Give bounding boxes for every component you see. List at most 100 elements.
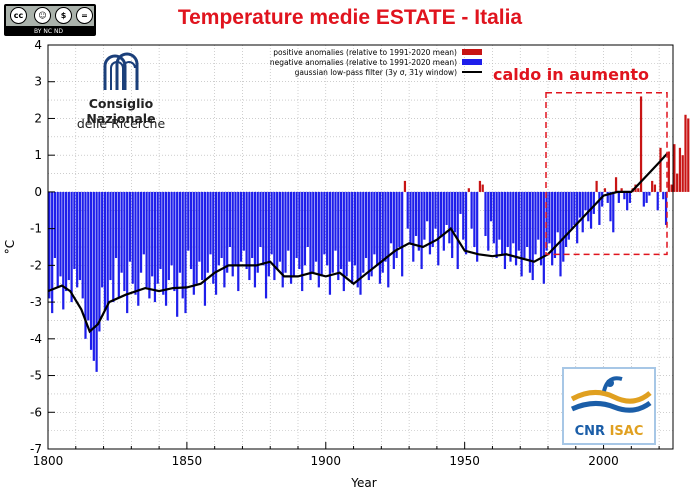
- bar-negative: [401, 191, 404, 277]
- bar-negative: [259, 191, 262, 247]
- bar-negative: [592, 191, 595, 214]
- bar-positive: [684, 114, 687, 192]
- bar-negative: [495, 191, 498, 259]
- legend-entry-label: negative anomalies (relative to 1991-202…: [270, 58, 457, 67]
- y-tick-label: 2: [34, 111, 42, 125]
- bar-negative: [103, 191, 107, 310]
- y-tick-label: 0: [34, 185, 42, 199]
- x-tick-label: 1800: [33, 454, 64, 468]
- bar-negative: [609, 191, 612, 222]
- bar-negative: [289, 191, 293, 284]
- bar-negative: [101, 191, 104, 288]
- cnr-name-line2: delle Ricerche: [76, 116, 166, 131]
- bar-negative: [376, 191, 379, 266]
- bar-positive: [478, 180, 482, 192]
- bar-negative: [56, 191, 59, 288]
- bar-negative: [70, 191, 73, 303]
- bar-negative: [276, 191, 279, 270]
- bar-negative: [353, 191, 357, 266]
- bar-negative: [123, 191, 126, 292]
- bar-negative: [378, 191, 382, 284]
- bar-negative: [181, 191, 184, 299]
- bar-negative: [239, 191, 243, 262]
- bar-negative: [203, 191, 207, 306]
- cnr-mark-icon: [103, 52, 139, 90]
- bar-negative: [337, 191, 340, 281]
- bar-negative: [320, 191, 323, 277]
- bar-negative: [367, 191, 370, 281]
- bar-negative: [626, 191, 629, 211]
- bar-negative: [442, 191, 445, 251]
- bar-negative: [492, 191, 495, 244]
- bar-positive: [595, 180, 598, 192]
- bar-positive: [467, 188, 470, 192]
- bar-negative: [448, 191, 451, 244]
- bar-negative: [520, 191, 523, 277]
- bar-negative: [214, 191, 218, 295]
- bar-positive: [403, 180, 407, 192]
- bar-negative: [92, 191, 95, 361]
- bar-positive: [687, 118, 690, 192]
- bar-negative: [498, 191, 501, 240]
- bar-negative: [256, 191, 259, 273]
- wave-icon: [570, 376, 652, 413]
- filter-line: [47, 152, 669, 334]
- bar-negative: [192, 191, 195, 295]
- bar-negative: [342, 191, 345, 292]
- bar-negative: [562, 191, 565, 262]
- bar-negative: [156, 191, 159, 284]
- bar-negative: [298, 191, 301, 270]
- bar-negative: [451, 191, 454, 259]
- bar-negative: [487, 191, 490, 251]
- bar-negative: [489, 191, 493, 222]
- bar-negative: [395, 191, 398, 259]
- bar-negative: [314, 191, 318, 262]
- bar-negative: [339, 191, 343, 270]
- bar-negative: [201, 191, 204, 281]
- bar-negative: [514, 191, 518, 266]
- bar-negative: [606, 191, 609, 203]
- bar-negative: [484, 191, 487, 236]
- bar-positive: [667, 151, 670, 192]
- bar-negative: [406, 191, 409, 229]
- bar-negative: [542, 191, 545, 284]
- bar-negative: [648, 191, 651, 196]
- bar-negative: [328, 191, 332, 295]
- bar-negative: [284, 191, 287, 273]
- bar-negative: [445, 191, 448, 225]
- bar-positive: [637, 188, 640, 192]
- bar-negative: [292, 191, 295, 277]
- bar-negative: [509, 191, 512, 262]
- bar-negative: [264, 191, 268, 299]
- y-tick-label: -7: [30, 442, 42, 456]
- bar-negative: [209, 191, 212, 255]
- bar-negative: [412, 191, 415, 262]
- bar-positive: [481, 184, 484, 192]
- bar-negative: [270, 191, 273, 255]
- bar-negative: [373, 191, 376, 255]
- bar-negative: [295, 191, 298, 259]
- cc-icon: cc: [10, 7, 27, 24]
- bar-negative: [212, 191, 215, 284]
- y-tick-label: -3: [30, 295, 42, 309]
- legend-swatch: [462, 49, 482, 55]
- bar-negative: [431, 191, 434, 247]
- bar-negative: [551, 191, 554, 266]
- bar-negative: [426, 191, 429, 222]
- chart-title: Temperature medie ESTATE - Italia: [177, 6, 523, 29]
- bar-negative: [278, 191, 282, 262]
- bar-negative: [439, 191, 443, 236]
- legend: positive anomalies (relative to 1991-202…: [270, 48, 482, 77]
- bar-negative: [231, 191, 234, 277]
- bar-negative: [517, 191, 520, 251]
- bar-negative: [506, 191, 509, 247]
- bar-negative: [137, 191, 140, 306]
- bar-positive: [614, 177, 618, 192]
- bar-negative: [628, 191, 632, 203]
- bar-negative: [139, 191, 143, 273]
- bar-negative: [370, 191, 373, 277]
- bar-negative: [470, 191, 473, 229]
- bar-negative: [323, 191, 326, 255]
- bar-negative: [78, 191, 82, 281]
- bar-negative: [251, 191, 254, 259]
